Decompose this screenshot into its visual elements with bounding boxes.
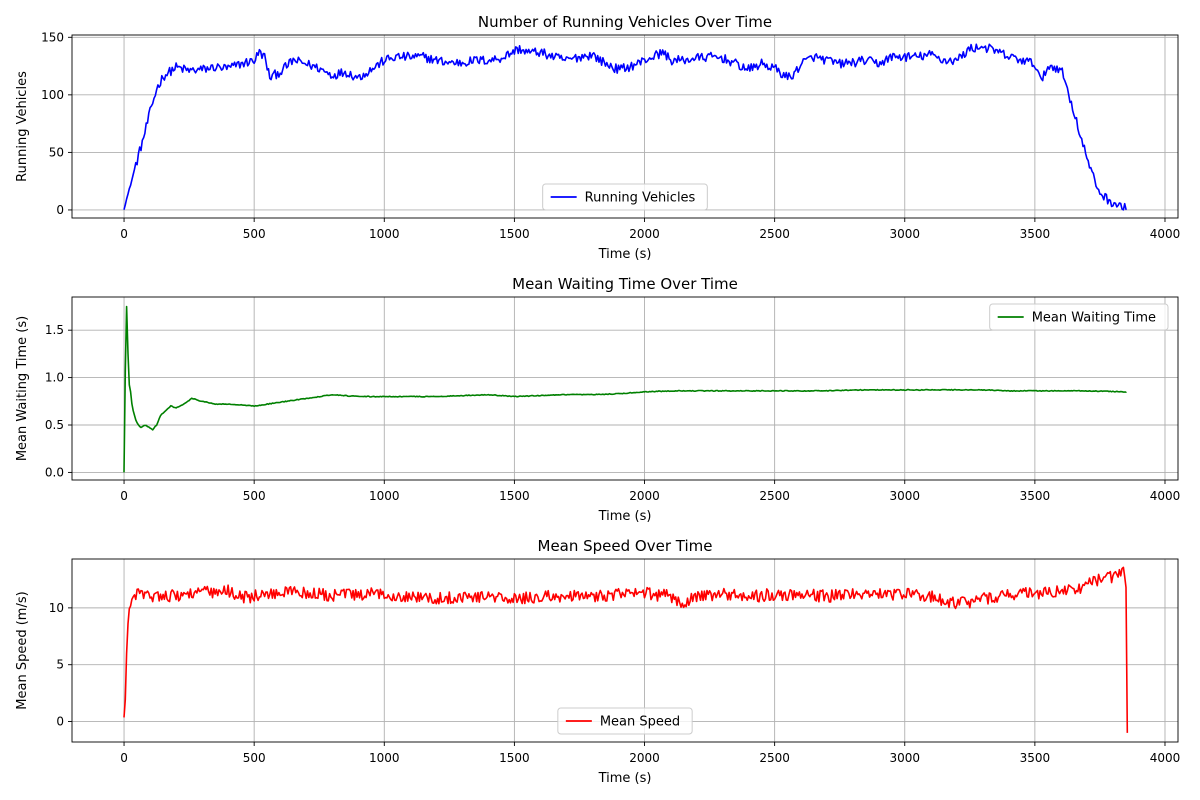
chart-title: Mean Speed Over Time	[538, 537, 713, 555]
x-tick-label: 4000	[1150, 751, 1181, 765]
legend: Running Vehicles	[542, 183, 708, 211]
x-tick-label: 1000	[369, 227, 400, 241]
y-tick-label: 0.5	[45, 418, 64, 432]
x-tick-label: 3000	[889, 489, 920, 503]
x-tick-label: 3000	[889, 751, 920, 765]
x-tick-label: 2500	[759, 751, 790, 765]
x-axis-label: Time (s)	[598, 247, 652, 262]
y-tick-label: 0	[56, 203, 64, 217]
x-tick-label: 1000	[369, 751, 400, 765]
plot-area-frame	[71, 558, 1179, 743]
legend: Mean Waiting Time	[989, 303, 1169, 331]
x-tick-label: 0	[120, 751, 128, 765]
legend-frame	[989, 303, 1169, 331]
y-axis-label: Mean Speed (m/s)	[15, 591, 30, 709]
series-line-mean-waiting-time	[123, 305, 1127, 473]
chart-panel-1: 0 500 1000 1500 2000 2500 3000 3500 4000 0 50 100 15…	[15, 13, 1180, 262]
y-tick-label: 50	[49, 145, 64, 159]
x-tick-label: 3000	[889, 227, 920, 241]
x-tick-label: 3500	[1020, 489, 1051, 503]
x-axis-label: Time (s)	[598, 509, 652, 524]
series-line-running-vehicles	[123, 43, 1127, 211]
x-tick-label: 4000	[1150, 489, 1181, 503]
x-tick-label: 2500	[759, 489, 790, 503]
legend-label: Running Vehicles	[585, 191, 696, 206]
x-tick-label: 4000	[1150, 227, 1181, 241]
x-tick-label: 1500	[499, 489, 530, 503]
y-axis-label: Running Vehicles	[15, 71, 30, 182]
legend-label: Mean Waiting Time	[1032, 311, 1156, 326]
x-axis-label: Time (s)	[598, 771, 652, 786]
x-tick-label: 0	[120, 227, 128, 241]
x-tick-label: 1500	[499, 751, 530, 765]
y-tick-label: 1.0	[45, 371, 64, 385]
chart-title: Number of Running Vehicles Over Time	[478, 13, 772, 31]
chart-panel-2: 0 500 1000 1500 2000 2500 3000 3500 4000 0.0 0.5 1.…	[15, 275, 1180, 524]
chart-title: Mean Waiting Time Over Time	[512, 275, 738, 293]
plot-area-frame	[71, 296, 1179, 481]
x-tick-label: 2500	[759, 227, 790, 241]
x-tick-label: 0	[120, 489, 128, 503]
x-tick-label: 3500	[1020, 751, 1051, 765]
x-tick-label: 3500	[1020, 227, 1051, 241]
x-tick-label: 2000	[629, 227, 660, 241]
legend-frame	[557, 707, 693, 735]
legend-label: Mean Speed	[600, 715, 680, 730]
y-tick-label: 0.0	[45, 465, 64, 479]
y-axis-label: Mean Waiting Time (s)	[15, 316, 30, 461]
y-tick-label: 100	[41, 88, 64, 102]
x-tick-label: 1500	[499, 227, 530, 241]
plot-area-frame	[71, 34, 1179, 219]
legend: Mean Speed	[557, 707, 693, 735]
y-tick-label: 1.5	[45, 323, 64, 337]
y-tick-label: 150	[41, 30, 64, 44]
x-tick-label: 2000	[629, 751, 660, 765]
y-tick-label: 0	[56, 715, 64, 729]
series-line-mean-speed	[123, 566, 1129, 733]
y-tick-label: 5	[56, 658, 64, 672]
x-tick-label: 500	[243, 489, 266, 503]
x-tick-label: 500	[243, 227, 266, 241]
x-tick-label: 500	[243, 751, 266, 765]
legend-frame	[542, 183, 708, 211]
x-tick-label: 2000	[629, 489, 660, 503]
x-tick-label: 1000	[369, 489, 400, 503]
chart-panel-3: 0 500 1000 1500 2000 2500 3000 3500 4000 0 5 10 Mean…	[15, 537, 1180, 786]
y-tick-label: 10	[49, 601, 64, 615]
